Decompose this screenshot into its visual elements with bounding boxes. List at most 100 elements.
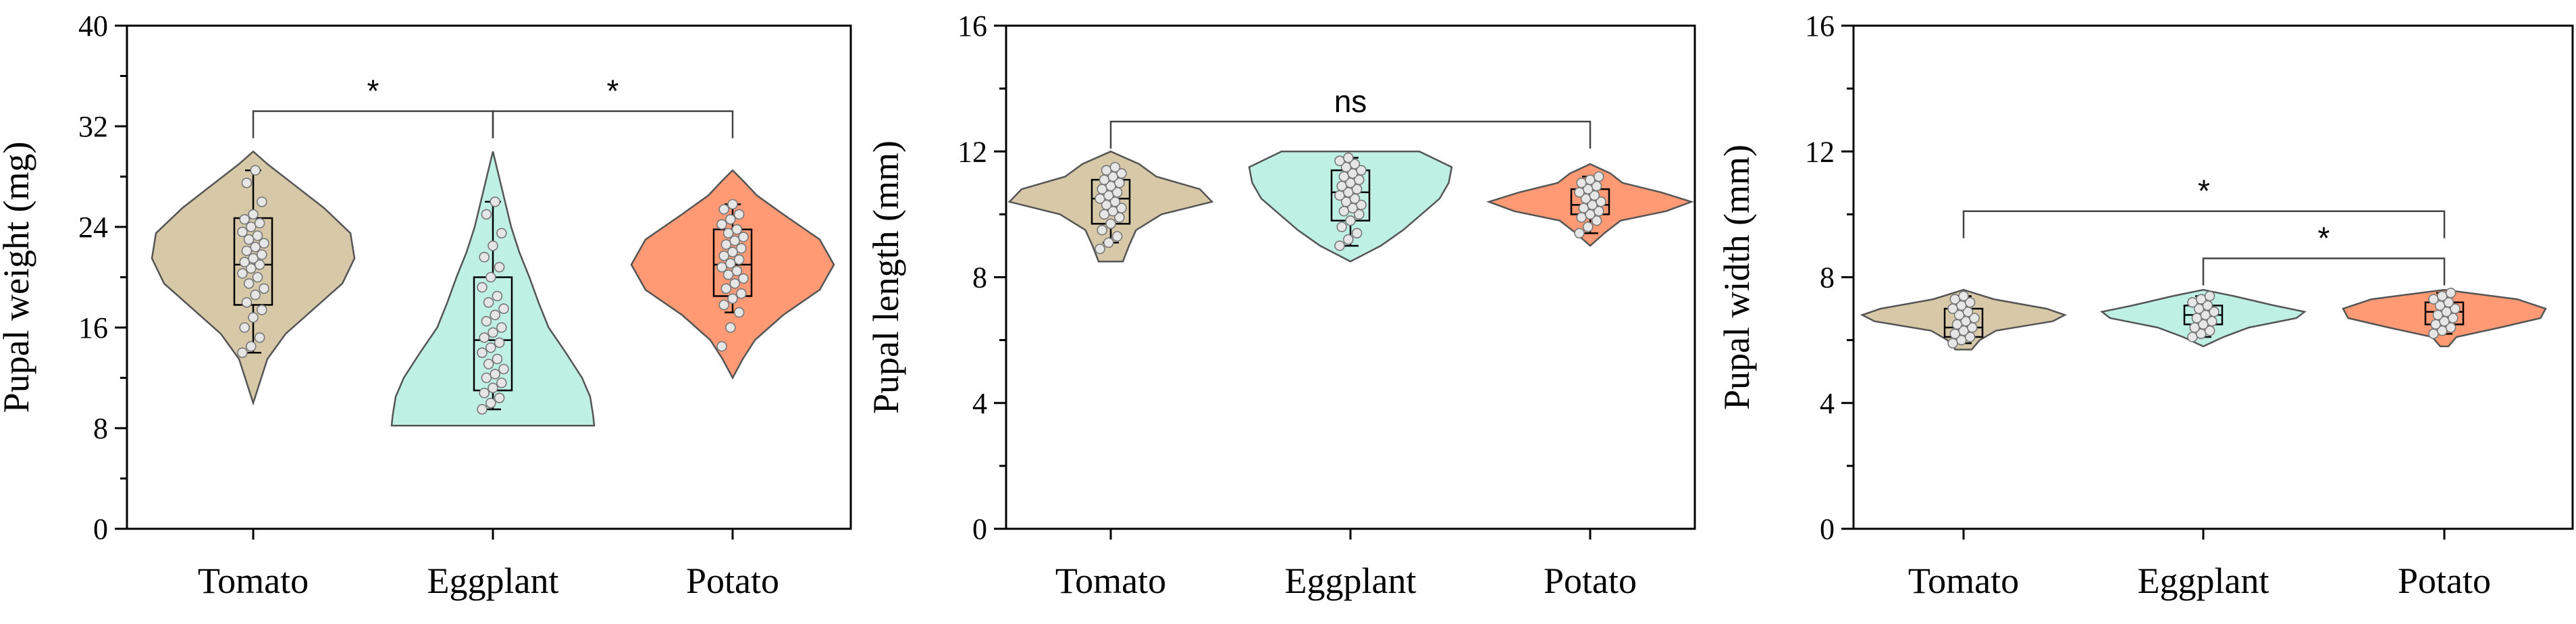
data-point-potato: [716, 341, 727, 352]
data-point-potato: [1578, 203, 1589, 213]
data-point-tomato: [239, 322, 251, 333]
data-point-tomato: [256, 196, 267, 207]
data-point-potato: [727, 199, 738, 210]
data-point-potato: [720, 239, 732, 250]
data-point-potato: [731, 265, 743, 277]
data-point-eggplant: [479, 251, 490, 263]
y-axis-title: Pupal weight (mg): [0, 142, 36, 413]
data-point-tomato: [239, 213, 251, 225]
data-point-eggplant: [498, 303, 509, 314]
data-point-eggplant: [494, 261, 505, 273]
data-point-tomato: [245, 341, 257, 352]
data-point-tomato: [1964, 296, 1976, 308]
data-point-potato: [1596, 196, 1606, 207]
data-point-tomato: [245, 263, 257, 274]
significance-label: *: [2198, 174, 2210, 209]
pupal-length-panel: 0 4 8 12 16 Tomato Eggplant Potato Pupal length …: [866, 9, 1696, 601]
data-point-tomato: [250, 241, 261, 253]
y-axis-title: Pupal length (mm): [866, 140, 906, 414]
data-point-tomato: [250, 289, 261, 301]
y-tick-label: 0: [93, 513, 108, 546]
data-point-eggplant: [492, 290, 503, 302]
data-point-eggplant: [1336, 180, 1347, 192]
significance-label: ns: [1334, 84, 1367, 119]
data-point-potato: [716, 261, 727, 273]
data-point-potato: [727, 293, 738, 305]
data-point-potato: [1574, 228, 1585, 239]
data-point-tomato: [254, 217, 265, 229]
data-point-potato: [2437, 290, 2448, 302]
x-category-label-potato: Potato: [2398, 561, 2491, 601]
data-point-potato: [1583, 222, 1594, 232]
data-point-eggplant: [1345, 215, 1356, 226]
data-point-eggplant: [481, 372, 492, 384]
significance-label: *: [367, 74, 379, 109]
data-point-eggplant: [494, 337, 505, 348]
significance-bracket: [1109, 120, 1592, 149]
data-point-eggplant: [483, 296, 494, 308]
data-point-tomato: [1095, 193, 1105, 204]
data-point-eggplant: [2187, 296, 2198, 308]
data-point-tomato: [256, 305, 267, 315]
data-point-eggplant: [1356, 165, 1367, 176]
data-point-tomato: [239, 257, 251, 267]
data-point-potato: [738, 232, 749, 242]
data-point-eggplant: [488, 240, 498, 251]
data-point-eggplant: [1356, 199, 1367, 211]
y-tick-label: 4: [1820, 387, 1835, 420]
data-point-potato: [718, 299, 729, 311]
data-point-eggplant: [490, 369, 501, 380]
data-point-eggplant: [485, 397, 496, 409]
pupal-weight-panel: 0 8 16 24 32 40 Tomato Eggplant Potato Pupal weig…: [0, 9, 852, 601]
y-tick-label: 12: [957, 135, 987, 168]
data-point-eggplant: [490, 309, 501, 321]
data-point-eggplant: [2196, 294, 2207, 305]
data-point-eggplant: [2209, 306, 2219, 317]
data-point-eggplant: [498, 363, 509, 375]
significance-bracket: [252, 110, 494, 138]
data-point-tomato: [248, 253, 259, 264]
data-point-eggplant: [1334, 155, 1345, 166]
data-point-tomato: [1095, 243, 1105, 255]
data-point-potato: [2450, 303, 2461, 314]
y-tick-label: 8: [93, 412, 108, 445]
data-point-tomato: [1105, 218, 1116, 230]
data-point-tomato: [1947, 303, 1958, 314]
data-point-tomato: [1969, 313, 1980, 323]
data-point-tomato: [248, 209, 259, 220]
data-point-tomato: [250, 165, 261, 176]
data-point-eggplant: [1336, 222, 1347, 232]
data-point-potato: [716, 219, 727, 230]
significance-label: *: [2318, 221, 2330, 256]
x-category-label-tomato: Tomato: [1908, 561, 2019, 601]
data-point-tomato: [243, 278, 255, 289]
data-point-potato: [725, 258, 736, 269]
data-point-eggplant: [2204, 290, 2215, 302]
data-point-eggplant: [477, 347, 488, 359]
data-point-potato: [1574, 186, 1585, 198]
y-tick-label: 16: [957, 9, 987, 43]
data-point-tomato: [252, 271, 263, 283]
data-point-tomato: [254, 332, 265, 343]
data-point-potato: [1576, 177, 1587, 188]
y-tick-label: 4: [972, 387, 987, 420]
x-category-label-potato: Potato: [1544, 561, 1637, 601]
data-point-eggplant: [1334, 190, 1345, 201]
data-point-tomato: [245, 222, 257, 232]
data-point-eggplant: [481, 209, 492, 220]
data-point-potato: [2428, 294, 2439, 305]
data-point-tomato: [1097, 224, 1107, 236]
significance-bracket: [2202, 257, 2446, 286]
data-point-potato: [718, 250, 729, 261]
data-point-tomato: [241, 296, 253, 308]
pupal-width-panel: 0 4 8 12 16 Tomato Eggplant Potato Pupal width (…: [1716, 9, 2574, 601]
data-point-tomato: [1101, 165, 1112, 176]
data-point-tomato: [248, 312, 259, 323]
data-point-tomato: [252, 230, 263, 241]
data-point-potato: [729, 235, 740, 246]
significance-bracket: [1962, 210, 2446, 238]
data-point-tomato: [1958, 290, 1969, 302]
y-tick-label: 12: [1805, 135, 1835, 168]
data-point-potato: [736, 242, 747, 254]
